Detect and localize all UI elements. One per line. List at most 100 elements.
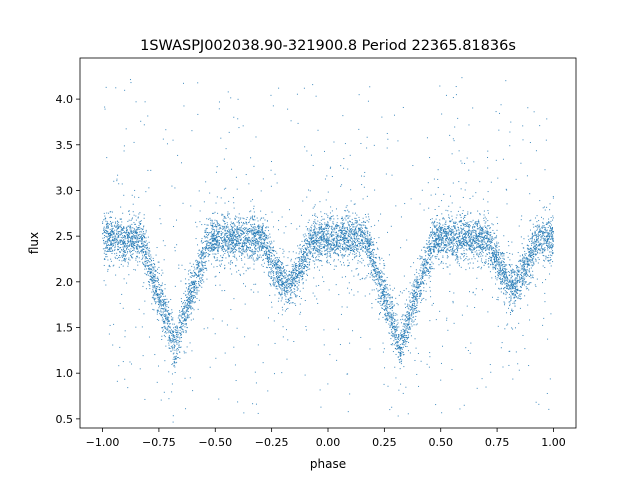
- data-point: [198, 190, 200, 192]
- data-point: [185, 300, 187, 302]
- data-point: [168, 306, 170, 308]
- data-point: [205, 233, 207, 235]
- data-point: [527, 287, 529, 289]
- data-point: [287, 299, 289, 301]
- data-point: [173, 346, 175, 348]
- data-point: [487, 201, 489, 203]
- data-point: [234, 230, 236, 232]
- data-point: [310, 240, 312, 242]
- data-point: [478, 219, 480, 221]
- data-point: [282, 309, 284, 311]
- data-point: [500, 261, 502, 263]
- data-point: [129, 252, 131, 254]
- data-point: [474, 221, 476, 223]
- data-point: [504, 273, 506, 275]
- data-point: [330, 218, 332, 220]
- data-point: [455, 238, 457, 240]
- data-point: [272, 265, 274, 267]
- data-point: [251, 217, 253, 219]
- data-point: [339, 261, 341, 263]
- data-point: [152, 289, 154, 291]
- data-point: [384, 314, 386, 316]
- data-point: [518, 225, 520, 227]
- data-point: [477, 228, 479, 230]
- data-point: [451, 153, 453, 155]
- data-point: [500, 273, 502, 275]
- data-point: [530, 219, 532, 221]
- data-point: [186, 309, 188, 311]
- data-point: [159, 205, 161, 207]
- data-point: [408, 296, 410, 298]
- data-point: [446, 255, 448, 257]
- data-point: [294, 277, 296, 279]
- data-point: [438, 231, 440, 233]
- data-point: [507, 323, 509, 325]
- data-point: [162, 272, 164, 274]
- data-point: [407, 350, 409, 352]
- data-point: [405, 386, 407, 388]
- data-point: [463, 238, 465, 240]
- data-point: [172, 323, 174, 325]
- data-point: [412, 302, 414, 304]
- data-point: [191, 302, 193, 304]
- data-point: [299, 313, 301, 315]
- data-point: [475, 234, 477, 236]
- data-point: [121, 228, 123, 230]
- data-point: [536, 235, 538, 237]
- data-point: [287, 264, 289, 266]
- data-point: [377, 272, 379, 274]
- data-point: [195, 283, 197, 285]
- data-point: [395, 320, 397, 322]
- data-point: [364, 265, 366, 267]
- data-point: [390, 316, 392, 318]
- data-point: [229, 263, 231, 265]
- data-point: [129, 213, 131, 215]
- data-point: [310, 236, 312, 238]
- data-point: [428, 366, 430, 368]
- data-point: [225, 148, 227, 150]
- data-point: [254, 219, 256, 221]
- data-point: [474, 241, 476, 243]
- data-point: [238, 245, 240, 247]
- data-point: [546, 392, 548, 394]
- data-point: [387, 319, 389, 321]
- data-point: [339, 229, 341, 231]
- data-point: [154, 293, 156, 295]
- data-point: [209, 366, 211, 368]
- data-point: [237, 240, 239, 242]
- data-point: [253, 291, 255, 293]
- data-point: [380, 312, 382, 314]
- data-point: [480, 244, 482, 246]
- data-point: [407, 324, 409, 325]
- data-point: [535, 150, 537, 152]
- data-point: [405, 335, 407, 337]
- data-point: [293, 266, 295, 268]
- data-point: [430, 252, 432, 254]
- data-point: [495, 272, 497, 274]
- data-point: [129, 232, 131, 234]
- data-point: [331, 242, 333, 244]
- data-point: [341, 276, 343, 278]
- data-point: [337, 328, 339, 330]
- data-point: [351, 231, 352, 233]
- data-point: [407, 337, 409, 339]
- data-point: [279, 272, 281, 274]
- data-point: [271, 259, 273, 261]
- data-point: [500, 275, 502, 277]
- data-point: [222, 237, 224, 239]
- data-point: [371, 272, 373, 274]
- data-point: [279, 268, 281, 270]
- data-point: [369, 86, 371, 88]
- data-point: [121, 250, 123, 252]
- data-point: [386, 294, 388, 296]
- data-point: [519, 263, 521, 265]
- data-point: [535, 234, 537, 236]
- data-point: [415, 280, 417, 282]
- data-point: [550, 265, 552, 267]
- data-point: [107, 244, 109, 246]
- data-point: [254, 216, 255, 218]
- data-point: [515, 288, 517, 290]
- data-point: [509, 312, 511, 314]
- data-point: [366, 195, 368, 197]
- data-point: [267, 226, 269, 228]
